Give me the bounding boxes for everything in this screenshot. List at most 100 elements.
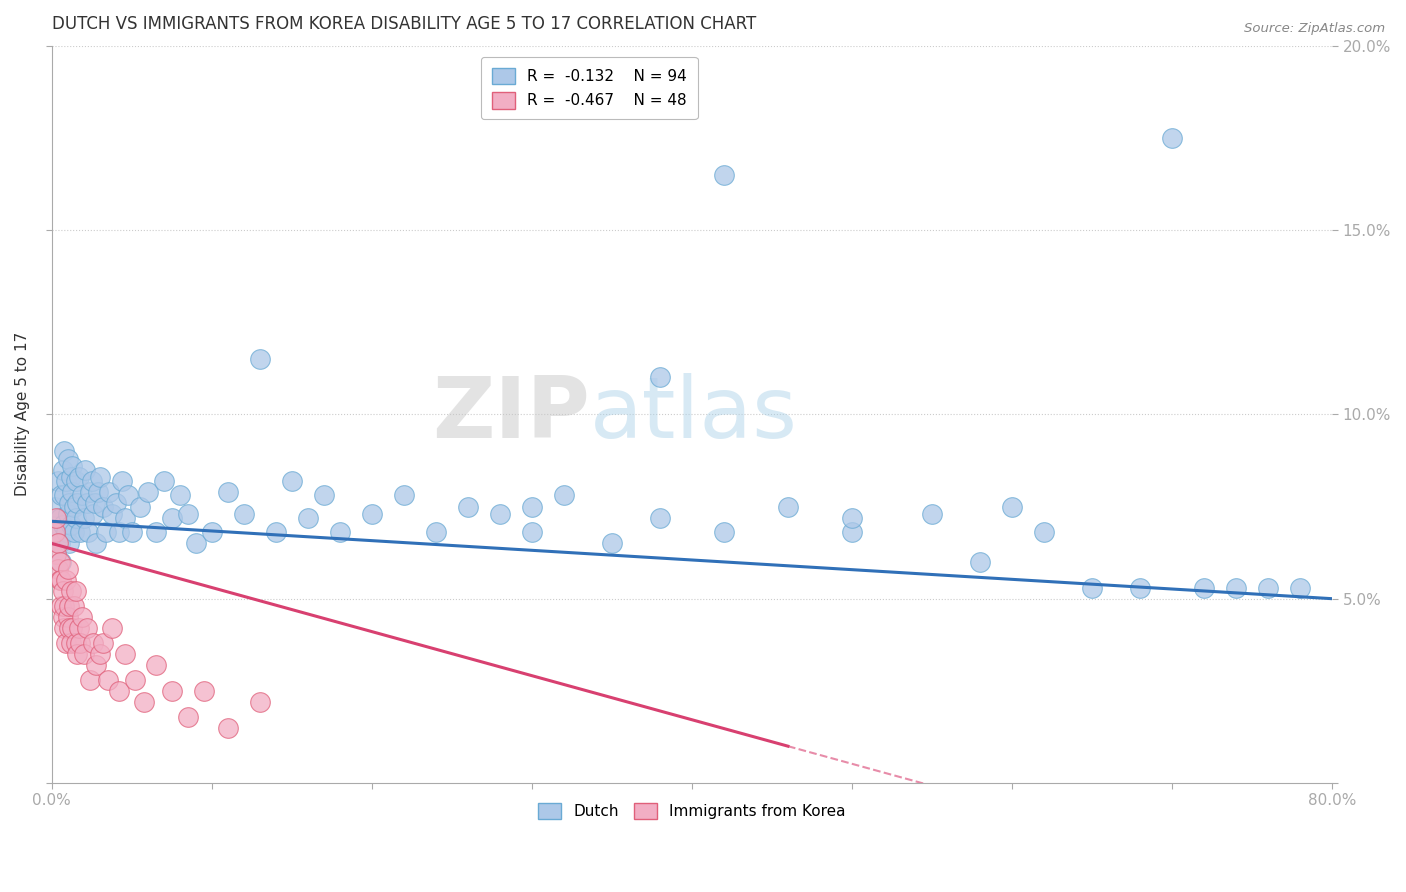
Point [69, 525, 91, 540]
Point [713, 525, 735, 540]
Point [53, 444, 76, 458]
Point [56, 562, 79, 576]
Point [145, 525, 167, 540]
Point [65, 636, 87, 650]
Point [117, 488, 139, 502]
Point [520, 525, 543, 540]
Point [65, 510, 87, 524]
Point [79, 673, 101, 687]
Point [86, 658, 108, 673]
Point [53, 621, 76, 635]
Point [104, 496, 127, 510]
Point [45, 548, 67, 562]
Point [55, 574, 77, 588]
Point [46, 474, 69, 488]
Point [329, 525, 352, 540]
Point [217, 721, 239, 735]
Point [87, 484, 110, 499]
Point [86, 536, 108, 550]
Point [1225, 581, 1247, 595]
Point [176, 709, 198, 723]
Point [713, 168, 735, 182]
Point [59, 518, 82, 533]
Point [600, 536, 623, 550]
Point [1192, 581, 1215, 595]
Point [89, 647, 111, 661]
Point [82, 636, 104, 650]
Point [49, 488, 72, 502]
Point [83, 496, 105, 510]
Point [1289, 581, 1312, 595]
Text: ZIP: ZIP [432, 373, 589, 456]
Point [841, 510, 863, 524]
Point [55, 525, 77, 540]
Point [58, 536, 80, 550]
Point [65, 474, 87, 488]
Point [98, 484, 121, 499]
Point [169, 488, 191, 502]
Point [648, 510, 671, 524]
Point [58, 621, 80, 635]
Point [70, 610, 93, 624]
Point [145, 658, 167, 673]
Point [101, 621, 124, 635]
Point [249, 352, 271, 367]
Point [94, 525, 117, 540]
Point [58, 496, 80, 510]
Point [134, 695, 156, 709]
Point [841, 525, 863, 540]
Point [264, 525, 287, 540]
Point [59, 636, 82, 650]
Point [48, 574, 70, 588]
Point [160, 684, 183, 698]
Point [114, 647, 136, 661]
Point [45, 510, 67, 524]
Point [53, 599, 76, 613]
Point [44, 500, 66, 514]
Point [457, 500, 479, 514]
Point [176, 507, 198, 521]
Text: DUTCH VS IMMIGRANTS FROM KOREA DISABILITY AGE 5 TO 17 CORRELATION CHART: DUTCH VS IMMIGRANTS FROM KOREA DISABILIT… [52, 15, 756, 33]
Point [49, 599, 72, 613]
Point [921, 507, 943, 521]
Point [111, 474, 134, 488]
Point [89, 470, 111, 484]
Point [66, 496, 89, 510]
Point [75, 463, 97, 477]
Point [58, 599, 80, 613]
Point [44, 525, 66, 540]
Legend: Dutch, Immigrants from Korea: Dutch, Immigrants from Korea [530, 795, 853, 827]
Point [55, 636, 77, 650]
Y-axis label: Disability Age 5 to 17: Disability Age 5 to 17 [15, 332, 30, 497]
Point [114, 510, 136, 524]
Point [60, 621, 83, 635]
Point [52, 610, 75, 624]
Point [488, 507, 510, 521]
Point [1033, 525, 1056, 540]
Point [217, 484, 239, 499]
Point [77, 525, 100, 540]
Point [63, 500, 86, 514]
Point [184, 536, 207, 550]
Point [425, 525, 447, 540]
Point [1001, 500, 1024, 514]
Point [82, 507, 104, 521]
Point [553, 488, 575, 502]
Point [67, 470, 90, 484]
Point [65, 584, 87, 599]
Point [67, 621, 90, 635]
Point [79, 484, 101, 499]
Point [1161, 131, 1184, 145]
Point [63, 525, 86, 540]
Point [48, 536, 70, 550]
Text: atlas: atlas [589, 373, 797, 456]
Point [49, 574, 72, 588]
Point [121, 525, 143, 540]
Point [53, 488, 76, 502]
Point [520, 500, 543, 514]
Point [160, 510, 183, 524]
Point [249, 695, 271, 709]
Point [72, 510, 94, 524]
Point [52, 518, 75, 533]
Point [56, 507, 79, 521]
